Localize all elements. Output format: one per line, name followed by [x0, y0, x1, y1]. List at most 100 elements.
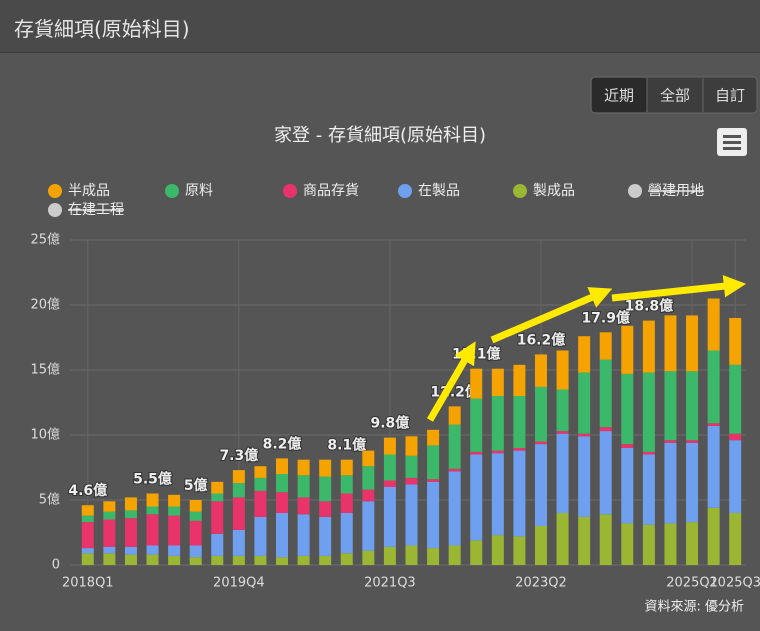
bar-segment [362, 466, 375, 490]
arrow [611, 275, 747, 302]
bar-segment [470, 454, 483, 541]
data-label: 4.6億 [68, 482, 107, 499]
bar-segment [340, 459, 353, 476]
data-label: 8.1億 [327, 437, 366, 454]
y-tick-label: 20億 [30, 297, 60, 313]
bar-segment [707, 425, 720, 508]
bar-segment [556, 389, 569, 432]
bar-segment [340, 493, 353, 513]
legend-label[interactable]: 商品存貨 [303, 182, 359, 199]
bar-segment [599, 359, 612, 428]
bar-segment [168, 515, 181, 546]
bar-segment [707, 507, 720, 565]
legend-label[interactable]: 營建用地 [648, 183, 704, 199]
bar-segment [276, 513, 289, 558]
bar-segment [297, 459, 310, 476]
bar-segment [686, 440, 699, 443]
bar-segment [189, 500, 202, 512]
bar-segment [513, 450, 526, 537]
bar-segment [470, 368, 483, 399]
bar-segment [276, 557, 289, 565]
legend-label[interactable]: 原料 [185, 183, 213, 199]
bar-segment [405, 436, 418, 456]
data-label: 17.9億 [581, 309, 630, 326]
bar-segment [232, 483, 245, 498]
data-label: 5.5億 [133, 471, 172, 488]
bar-segment [124, 497, 137, 511]
arrow [426, 341, 476, 422]
x-tick-label: 2019Q4 [213, 576, 265, 591]
bar-segment [81, 548, 94, 554]
bar-segment [146, 514, 159, 546]
bar-segment [448, 468, 461, 472]
bar-segment [599, 431, 612, 515]
bar-segment [664, 315, 677, 372]
bar-segment [599, 332, 612, 360]
bar-segment [621, 373, 634, 445]
bar-segment [427, 479, 440, 482]
bar-segment [319, 476, 332, 502]
bar-segment [146, 506, 159, 515]
bar-segment [340, 475, 353, 494]
chart: 近期 全部 自訂 家登 - 存貨細項(原始科目) 資料來源: 優分析 0 5億 10… [30, 76, 760, 615]
button[interactable]: 近期 [604, 87, 634, 105]
button[interactable]: 自訂 [715, 87, 745, 105]
bar-segment [103, 546, 116, 554]
bar-segment [642, 454, 655, 525]
bar-segment [146, 554, 159, 565]
bar-segment [707, 423, 720, 426]
x-tick-label: 2018Q1 [62, 576, 114, 591]
bar-segment [448, 545, 461, 565]
bar-segment [513, 448, 526, 451]
bar-segment [513, 364, 526, 396]
bar-segment [621, 523, 634, 565]
bar-segment [276, 492, 289, 513]
bar-segment [383, 546, 396, 565]
bar-segment [578, 372, 591, 434]
chart-title: 家登 - 存貨細項(原始科目) [274, 125, 486, 146]
y-tick-label: 25億 [30, 232, 60, 248]
bar-segment [556, 433, 569, 513]
bar-segment [103, 553, 116, 565]
menu-button[interactable] [717, 128, 747, 156]
bar-segment [189, 545, 202, 558]
bar-segment [491, 453, 504, 536]
bar-segment [124, 518, 137, 547]
bar-segment [254, 466, 267, 478]
bar-segment [405, 455, 418, 478]
header-title: 存貨細項(原始科目) [14, 17, 190, 41]
bar-segment [189, 520, 202, 546]
bar-segment [621, 444, 634, 448]
bar-segment [168, 494, 181, 507]
button[interactable]: 全部 [660, 87, 690, 105]
legend-marker [48, 203, 62, 217]
bar-segment [232, 529, 245, 556]
bar-segment [556, 431, 569, 434]
bar-segment [383, 437, 396, 455]
bar-segment [362, 489, 375, 502]
bar-segment [189, 511, 202, 521]
data-label: 15.1億 [452, 346, 501, 363]
bar-segment [297, 555, 310, 565]
bar-segment [491, 396, 504, 451]
bar-segment [81, 515, 94, 523]
legend-marker [628, 184, 642, 198]
bar-segment [599, 427, 612, 432]
data-label: 5億 [184, 477, 208, 494]
bar-segment [664, 442, 677, 524]
bar-segment [211, 493, 224, 502]
legend-marker [48, 184, 62, 198]
legend-label[interactable]: 半成品 [68, 183, 110, 199]
legend-label[interactable]: 在製品 [418, 183, 460, 199]
y-tick-label: 15億 [30, 362, 60, 378]
bar-segment [686, 522, 699, 565]
bar-segment [491, 535, 504, 565]
bar-segment [578, 436, 591, 517]
data-label: 7.3億 [219, 447, 258, 464]
bar-segment [254, 477, 267, 491]
legend-label[interactable]: 製成品 [533, 183, 575, 199]
bar-segment [319, 555, 332, 565]
x-tick-label: 2025Q1 [666, 576, 718, 591]
arrow [490, 287, 613, 344]
legend-label[interactable]: 在建工程 [68, 202, 124, 218]
